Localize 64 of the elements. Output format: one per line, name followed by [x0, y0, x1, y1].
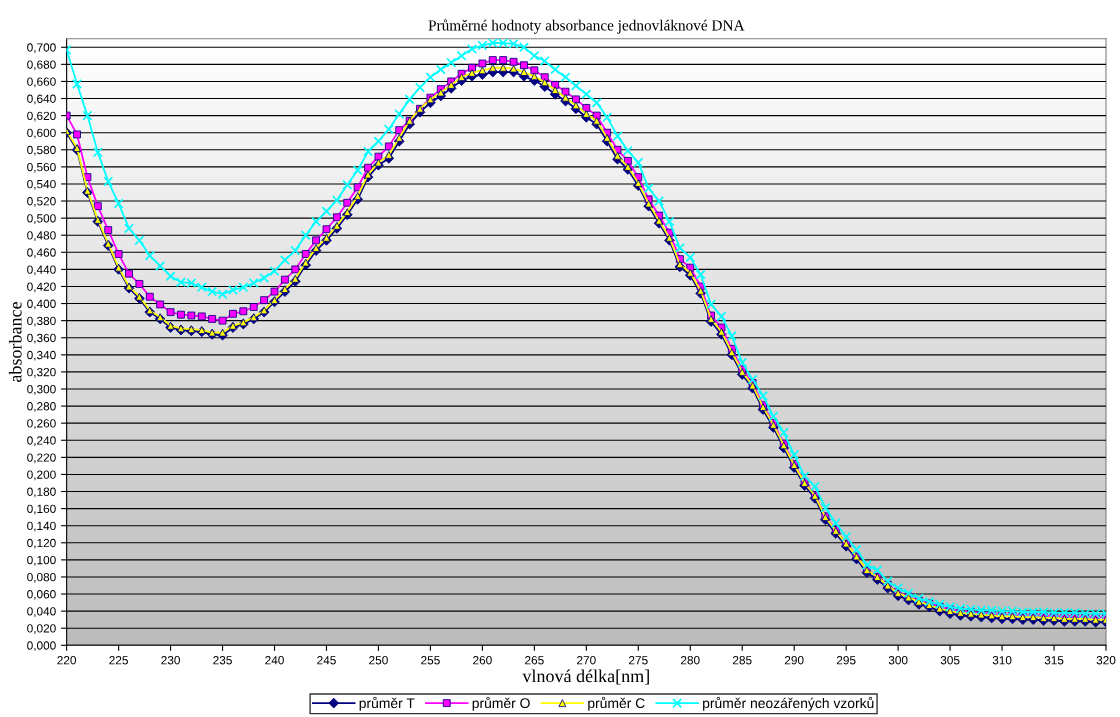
x-tick-label: 285	[732, 656, 752, 665]
x-tick-label: 300	[888, 656, 908, 665]
y-tick-label: 0,340	[27, 350, 56, 361]
y-tick-label: 0,520	[27, 197, 56, 207]
x-axis-title: vlnová délka[nm]	[522, 669, 649, 685]
y-tick-label: 0,000	[27, 641, 56, 652]
y-tick-label: 0,480	[27, 231, 56, 241]
x-tick-label: 310	[992, 656, 1012, 665]
x-tick-label: 265	[525, 656, 544, 665]
x-tick-label: 220	[57, 656, 77, 665]
x-tick-label: 280	[681, 656, 700, 665]
chart-title: Průměrné hodnoty absorbance jednovláknové DNA	[428, 19, 745, 34]
legend-label: průměr O	[472, 696, 530, 711]
y-axis-title: absorbance	[8, 302, 22, 382]
y-tick-label: 0,460	[27, 248, 56, 259]
y-tick-label: 0,620	[27, 111, 56, 122]
y-tick-label: 0,280	[27, 402, 56, 412]
x-tick-label: 230	[161, 656, 180, 665]
y-tick-label: 0,420	[27, 282, 56, 293]
y-tick-label: 0,680	[27, 60, 56, 71]
legend-label: průměr C	[588, 696, 645, 711]
x-tick-label: 295	[836, 656, 856, 665]
y-tick-label: 0,320	[27, 367, 56, 378]
y-tick-label: 0,040	[27, 607, 56, 617]
legend-label: průměr T	[359, 696, 415, 711]
y-tick-label: 0,180	[27, 487, 56, 498]
x-tick-label: 320	[1096, 656, 1116, 665]
y-tick-label: 0,400	[27, 299, 56, 310]
y-tick-label: 0,600	[27, 128, 56, 139]
x-tick-label: 260	[473, 656, 492, 665]
x-tick-label: 275	[629, 656, 648, 665]
y-tick-label: 0,360	[27, 333, 56, 344]
x-tick-label: 315	[1044, 656, 1064, 665]
y-tick-label: 0,700	[27, 43, 56, 54]
y-tick-label: 0,500	[27, 214, 56, 224]
y-tick-label: 0,060	[27, 590, 56, 600]
x-tick-label: 305	[940, 656, 960, 665]
x-tick-label: 245	[317, 656, 336, 665]
x-tick-label: 270	[577, 656, 596, 665]
x-tick-label: 290	[784, 656, 804, 665]
y-tick-label: 0,240	[27, 436, 56, 447]
y-tick-label: 0,300	[27, 385, 56, 395]
y-tick-label: 0,440	[27, 265, 56, 276]
y-tick-label: 0,100	[27, 555, 56, 566]
x-tick-label: 250	[369, 656, 388, 665]
y-tick-label: 0,200	[27, 470, 56, 481]
y-tick-label: 0,020	[27, 624, 56, 634]
y-tick-label: 0,120	[27, 538, 56, 549]
y-tick-label: 0,260	[27, 419, 56, 429]
y-tick-label: 0,660	[27, 77, 56, 88]
y-tick-label: 0,160	[27, 504, 56, 515]
y-tick-label: 0,540	[27, 179, 56, 190]
x-tick-label: 255	[421, 656, 440, 665]
x-tick-label: 225	[109, 656, 128, 665]
x-tick-label: 240	[265, 656, 284, 665]
x-tick-label: 235	[213, 656, 232, 665]
y-tick-label: 0,640	[27, 94, 56, 105]
y-tick-label: 0,140	[27, 521, 56, 532]
y-tick-label: 0,220	[27, 453, 56, 464]
y-tick-label: 0,380	[27, 316, 56, 327]
legend-label: průměr neozářených vzorků	[703, 696, 874, 711]
y-tick-label: 0,560	[27, 162, 56, 173]
y-tick-label: 0,080	[27, 572, 56, 583]
y-tick-label: 0,580	[27, 145, 56, 156]
